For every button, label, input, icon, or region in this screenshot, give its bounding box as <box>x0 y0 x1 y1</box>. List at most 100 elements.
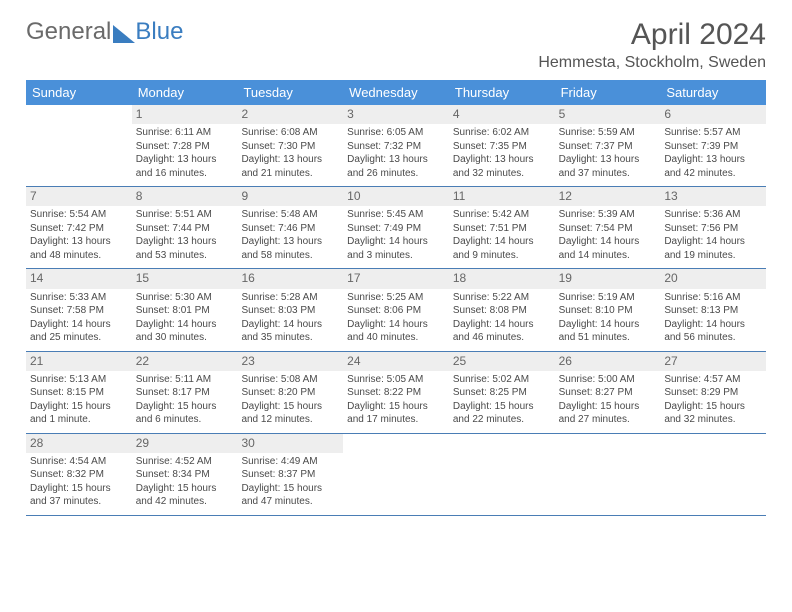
sunrise-text: Sunrise: 6:08 AM <box>241 126 339 140</box>
day-number: 28 <box>26 434 132 453</box>
sunrise-text: Sunrise: 5:33 AM <box>30 291 128 305</box>
sunrise-text: Sunrise: 5:11 AM <box>136 373 234 387</box>
sunset-text: Sunset: 8:03 PM <box>241 304 339 318</box>
logo-text-general: General <box>26 18 111 46</box>
day-number: 15 <box>132 269 238 288</box>
day-number: 13 <box>660 187 766 206</box>
day-cell: 5Sunrise: 5:59 AMSunset: 7:37 PMDaylight… <box>555 105 661 186</box>
day-number: 30 <box>237 434 343 453</box>
weekday-wednesday: Wednesday <box>343 80 449 105</box>
day-number: 22 <box>132 352 238 371</box>
sunset-text: Sunset: 8:15 PM <box>30 386 128 400</box>
sunrise-text: Sunrise: 5:59 AM <box>559 126 657 140</box>
sunset-text: Sunset: 8:13 PM <box>664 304 762 318</box>
day-cell: 10 Sunrise: 5:45 AMSunset: 7:49 PMDayligh… <box>343 187 449 268</box>
sunrise-text: Sunrise: 5:45 AM <box>347 208 445 222</box>
daylight-text: Daylight: 14 hours and 14 minutes. <box>559 235 657 262</box>
sunrise-text: Sunrise: 5:42 AM <box>453 208 551 222</box>
daylight-text: Daylight: 15 hours and 1 minute. <box>30 400 128 427</box>
week-row: 21Sunrise: 5:13 AMSunset: 8:15 PMDayligh… <box>26 352 766 434</box>
sunrise-text: Sunrise: 4:49 AM <box>241 455 339 469</box>
daylight-text: Daylight: 13 hours and 48 minutes. <box>30 235 128 262</box>
day-number: 25 <box>449 352 555 371</box>
day-cell: 20Sunrise: 5:16 AMSunset: 8:13 PMDayligh… <box>660 269 766 350</box>
sunrise-text: Sunrise: 4:52 AM <box>136 455 234 469</box>
sunset-text: Sunset: 8:27 PM <box>559 386 657 400</box>
calendar-grid: Sunday Monday Tuesday Wednesday Thursday… <box>26 80 766 516</box>
sunset-text: Sunset: 8:10 PM <box>559 304 657 318</box>
sunset-text: Sunset: 8:22 PM <box>347 386 445 400</box>
week-row: 14Sunrise: 5:33 AMSunset: 7:58 PMDayligh… <box>26 269 766 351</box>
daylight-text: Daylight: 15 hours and 32 minutes. <box>664 400 762 427</box>
sunrise-text: Sunrise: 5:57 AM <box>664 126 762 140</box>
day-cell: 12 Sunrise: 5:39 AMSunset: 7:54 PMDayligh… <box>555 187 661 268</box>
day-cell: 19Sunrise: 5:19 AMSunset: 8:10 PMDayligh… <box>555 269 661 350</box>
day-cell: 28Sunrise: 4:54 AMSunset: 8:32 PMDayligh… <box>26 434 132 515</box>
day-cell: 23Sunrise: 5:08 AMSunset: 8:20 PMDayligh… <box>237 352 343 433</box>
sunset-text: Sunset: 8:20 PM <box>241 386 339 400</box>
sunset-text: Sunset: 8:06 PM <box>347 304 445 318</box>
day-cell: 22Sunrise: 5:11 AMSunset: 8:17 PMDayligh… <box>132 352 238 433</box>
day-cell: 7Sunrise: 5:54 AMSunset: 7:42 PMDaylight… <box>26 187 132 268</box>
day-cell <box>26 105 132 186</box>
sunrise-text: Sunrise: 5:39 AM <box>559 208 657 222</box>
sunrise-text: Sunrise: 5:51 AM <box>136 208 234 222</box>
daylight-text: Daylight: 13 hours and 53 minutes. <box>136 235 234 262</box>
day-cell <box>343 434 449 515</box>
daylight-text: Daylight: 14 hours and 40 minutes. <box>347 318 445 345</box>
weekday-monday: Monday <box>132 80 238 105</box>
sunset-text: Sunset: 8:25 PM <box>453 386 551 400</box>
day-number: 11 <box>449 187 555 206</box>
day-number: 17 <box>343 269 449 288</box>
daylight-text: Daylight: 13 hours and 42 minutes. <box>664 153 762 180</box>
day-number: 4 <box>449 105 555 124</box>
daylight-text: Daylight: 14 hours and 19 minutes. <box>664 235 762 262</box>
sunset-text: Sunset: 8:17 PM <box>136 386 234 400</box>
sunrise-text: Sunrise: 5:30 AM <box>136 291 234 305</box>
sunset-text: Sunset: 7:51 PM <box>453 222 551 236</box>
day-cell <box>660 434 766 515</box>
sunrise-text: Sunrise: 5:54 AM <box>30 208 128 222</box>
sunrise-text: Sunrise: 4:57 AM <box>664 373 762 387</box>
daylight-text: Daylight: 15 hours and 22 minutes. <box>453 400 551 427</box>
day-cell: 13Sunrise: 5:36 AMSunset: 7:56 PMDayligh… <box>660 187 766 268</box>
daylight-text: Daylight: 14 hours and 46 minutes. <box>453 318 551 345</box>
day-number: 24 <box>343 352 449 371</box>
daylight-text: Daylight: 15 hours and 47 minutes. <box>241 482 339 509</box>
day-cell: 21Sunrise: 5:13 AMSunset: 8:15 PMDayligh… <box>26 352 132 433</box>
sunrise-text: Sunrise: 4:54 AM <box>30 455 128 469</box>
sunset-text: Sunset: 7:54 PM <box>559 222 657 236</box>
day-number: 9 <box>237 187 343 206</box>
daylight-text: Daylight: 13 hours and 16 minutes. <box>136 153 234 180</box>
sunrise-text: Sunrise: 6:02 AM <box>453 126 551 140</box>
day-number: 10 <box>343 187 449 206</box>
sunrise-text: Sunrise: 5:13 AM <box>30 373 128 387</box>
sunset-text: Sunset: 7:49 PM <box>347 222 445 236</box>
daylight-text: Daylight: 14 hours and 3 minutes. <box>347 235 445 262</box>
day-cell: 11Sunrise: 5:42 AMSunset: 7:51 PMDayligh… <box>449 187 555 268</box>
day-cell: 4Sunrise: 6:02 AMSunset: 7:35 PMDaylight… <box>449 105 555 186</box>
day-number: 1 <box>132 105 238 124</box>
sunrise-text: Sunrise: 5:25 AM <box>347 291 445 305</box>
day-cell: 17 Sunrise: 5:25 AMSunset: 8:06 PMDayligh… <box>343 269 449 350</box>
day-cell: 29Sunrise: 4:52 AMSunset: 8:34 PMDayligh… <box>132 434 238 515</box>
sunset-text: Sunset: 8:32 PM <box>30 468 128 482</box>
sunrise-text: Sunrise: 5:28 AM <box>241 291 339 305</box>
daylight-text: Daylight: 13 hours and 32 minutes. <box>453 153 551 180</box>
day-number: 12 <box>555 187 661 206</box>
weekday-saturday: Saturday <box>660 80 766 105</box>
day-number: 6 <box>660 105 766 124</box>
day-cell: 8Sunrise: 5:51 AMSunset: 7:44 PMDaylight… <box>132 187 238 268</box>
day-number: 2 <box>237 105 343 124</box>
daylight-text: Daylight: 15 hours and 17 minutes. <box>347 400 445 427</box>
logo-triangle-icon <box>113 25 135 43</box>
sunset-text: Sunset: 8:01 PM <box>136 304 234 318</box>
day-cell: 2Sunrise: 6:08 AMSunset: 7:30 PMDaylight… <box>237 105 343 186</box>
sunset-text: Sunset: 8:08 PM <box>453 304 551 318</box>
day-number: 23 <box>237 352 343 371</box>
day-number: 20 <box>660 269 766 288</box>
day-number: 19 <box>555 269 661 288</box>
sunrise-text: Sunrise: 6:11 AM <box>136 126 234 140</box>
week-row: 7Sunrise: 5:54 AMSunset: 7:42 PMDaylight… <box>26 187 766 269</box>
day-cell: 16Sunrise: 5:28 AMSunset: 8:03 PMDayligh… <box>237 269 343 350</box>
